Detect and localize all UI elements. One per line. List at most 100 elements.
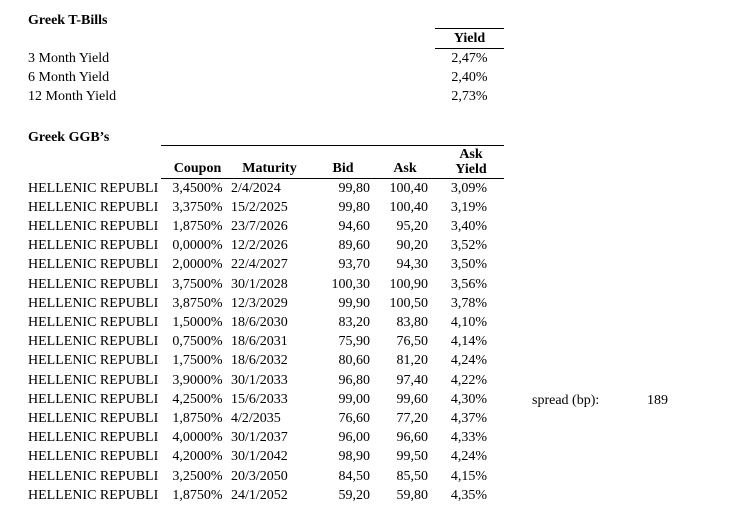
- bid-cell: 76,60: [338, 410, 371, 426]
- bond-name-cell: HELLENIC REPUBLI: [28, 219, 159, 235]
- tbill-tenor-label: 6 Month Yield: [28, 69, 110, 85]
- bond-name-header: [28, 146, 161, 179]
- ggbs-header-row: Coupon Maturity Bid Ask Ask Yield: [28, 145, 504, 179]
- bond-name-cell: HELLENIC REPUBLI: [28, 353, 159, 369]
- ask-yield-cell: 4,22%: [450, 372, 488, 388]
- coupon-cell: 3,2500%: [172, 468, 223, 484]
- ask-cell: 97,40: [396, 372, 429, 388]
- ask-cell: 94,30: [396, 257, 429, 273]
- ask-yield-cell: 3,19%: [450, 199, 488, 215]
- coupon-cell: 4,2500%: [172, 391, 223, 407]
- bid-cell: 98,90: [338, 449, 371, 465]
- ask-cell: 99,50: [396, 449, 429, 465]
- coupon-cell: 2,0000%: [172, 257, 223, 273]
- tbill-row: 6 Month Yield 2,40%: [28, 68, 504, 87]
- maturity-cell: 15/6/2033: [231, 391, 288, 407]
- ask-yield-cell: 3,40%: [450, 219, 488, 235]
- ggb-bond-row: HELLENIC REPUBLI 1,8750% 4/2/2035 76,60 …: [28, 409, 504, 428]
- coupon-cell: 3,9000%: [172, 372, 223, 388]
- maturity-cell: 2/4/2024: [231, 180, 281, 196]
- bond-name-cell: HELLENIC REPUBLI: [28, 199, 159, 215]
- bid-cell: 93,70: [338, 257, 371, 273]
- ask-cell: 77,20: [396, 410, 429, 426]
- tbills-header-row: Yield: [28, 28, 504, 49]
- bid-cell: 75,90: [338, 334, 371, 350]
- bid-cell: 84,50: [338, 468, 371, 484]
- spread-value: 189: [647, 393, 668, 408]
- bond-name-cell: HELLENIC REPUBLI: [28, 257, 159, 273]
- coupon-cell: 4,2000%: [172, 449, 223, 465]
- bid-cell: 99,80: [338, 199, 371, 215]
- maturity-cell: 18/6/2032: [231, 353, 288, 369]
- ask-cell: 81,20: [396, 353, 429, 369]
- maturity-cell: 12/2/2026: [231, 238, 288, 254]
- ask-cell: 59,80: [396, 487, 429, 503]
- bond-name-cell: HELLENIC REPUBLI: [28, 468, 159, 484]
- tbills-yield-header: Yield: [435, 28, 504, 49]
- ask-header: Ask: [372, 145, 429, 179]
- bid-cell: 96,80: [338, 372, 371, 388]
- bond-name-cell: HELLENIC REPUBLI: [28, 449, 159, 465]
- ggb-bond-row: HELLENIC REPUBLI 3,3750% 15/2/2025 99,80…: [28, 198, 504, 217]
- ask-cell: 96,60: [396, 430, 429, 446]
- ask-yield-cell: 4,35%: [450, 487, 488, 503]
- bid-cell: 99,00: [338, 391, 371, 407]
- ggbs-table: Coupon Maturity Bid Ask Ask Yield HELLEN…: [28, 145, 504, 505]
- coupon-header: Coupon: [161, 145, 225, 179]
- ask-yield-cell: 3,52%: [450, 238, 488, 254]
- ggb-bond-row: HELLENIC REPUBLI 4,2000% 30/1/2042 98,90…: [28, 447, 504, 466]
- bond-name-cell: HELLENIC REPUBLI: [28, 410, 159, 426]
- bond-name-cell: HELLENIC REPUBLI: [28, 315, 159, 330]
- coupon-cell: 3,4500%: [172, 180, 223, 196]
- coupon-cell: 1,8750%: [172, 410, 223, 426]
- bond-name-cell: HELLENIC REPUBLI: [28, 180, 159, 196]
- bid-cell: 99,80: [338, 180, 371, 196]
- maturity-cell: 30/1/2033: [231, 372, 288, 388]
- ask-yield-cell: 3,50%: [450, 257, 488, 273]
- maturity-cell: 20/3/2050: [231, 468, 288, 484]
- ask-yield-cell: 4,14%: [450, 334, 488, 350]
- ggb-bond-row: HELLENIC REPUBLI 3,9000% 30/1/2033 96,80…: [28, 370, 504, 389]
- ggb-bond-row: HELLENIC REPUBLI 3,2500% 20/3/2050 84,50…: [28, 466, 504, 485]
- ask-yield-cell: 4,24%: [450, 353, 488, 369]
- bid-cell: 80,60: [338, 353, 371, 369]
- maturity-cell: 4/2/2035: [231, 410, 281, 426]
- ggb-bond-row: HELLENIC REPUBLI 3,8750% 12/3/2029 99,90…: [28, 294, 504, 313]
- bid-cell: 99,90: [338, 295, 371, 311]
- maturity-cell: 24/1/2052: [231, 487, 288, 503]
- ggb-bond-row: HELLENIC REPUBLI 0,0000% 12/2/2026 89,60…: [28, 236, 504, 255]
- coupon-cell: 3,3750%: [172, 199, 223, 215]
- ask-yield-cell: 3,09%: [450, 180, 488, 196]
- coupon-cell: 1,5000%: [172, 315, 223, 330]
- ask-yield-cell: 4,10%: [450, 315, 488, 330]
- ask-yield-cell: 4,30%: [450, 391, 488, 407]
- ask-yield-header: Ask Yield: [429, 145, 504, 179]
- tbill-tenor-label: 12 Month Yield: [28, 89, 117, 105]
- ask-yield-cell: 4,15%: [450, 468, 488, 484]
- ask-cell: 95,20: [396, 219, 429, 235]
- maturity-cell: 30/1/2037: [231, 430, 288, 446]
- tbills-table: Yield 3 Month Yield 2,47% 6 Month Yield …: [28, 28, 504, 106]
- maturity-cell: 12/3/2029: [231, 295, 288, 311]
- tbill-row: 12 Month Yield 2,73%: [28, 87, 504, 106]
- coupon-cell: 3,8750%: [172, 295, 223, 311]
- bid-cell: 89,60: [338, 238, 371, 254]
- ask-yield-cell: 4,33%: [450, 430, 488, 446]
- ggb-bond-row: HELLENIC REPUBLI 0,7500% 18/6/2031 75,90…: [28, 332, 504, 351]
- ask-yield-header-line1: Ask: [459, 147, 483, 162]
- maturity-cell: 30/1/2028: [231, 276, 288, 292]
- ggb-bond-row: HELLENIC REPUBLI 1,7500% 18/6/2032 80,60…: [28, 351, 504, 370]
- coupon-cell: 1,8750%: [172, 219, 223, 235]
- ggb-bond-row: HELLENIC REPUBLI 3,4500% 2/4/2024 99,80 …: [28, 179, 504, 198]
- coupon-cell: 0,7500%: [172, 334, 223, 350]
- spread-label: spread (bp):: [532, 393, 600, 408]
- bond-name-cell: HELLENIC REPUBLI: [28, 334, 159, 350]
- ggbs-section-title: Greek GGB’s: [28, 130, 110, 145]
- coupon-cell: 4,0000%: [172, 430, 223, 446]
- maturity-cell: 22/4/2027: [231, 257, 288, 273]
- bond-name-cell: HELLENIC REPUBLI: [28, 487, 159, 503]
- ask-yield-cell: 3,56%: [450, 276, 488, 292]
- ggb-bond-row: HELLENIC REPUBLI 3,7500% 30/1/2028 100,3…: [28, 274, 504, 293]
- tbills-section-title: Greek T-Bills: [28, 13, 108, 28]
